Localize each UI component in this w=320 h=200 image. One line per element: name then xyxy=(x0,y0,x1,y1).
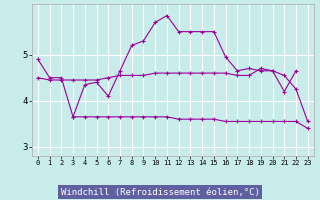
Text: Windchill (Refroidissement éolien,°C): Windchill (Refroidissement éolien,°C) xyxy=(60,188,260,196)
